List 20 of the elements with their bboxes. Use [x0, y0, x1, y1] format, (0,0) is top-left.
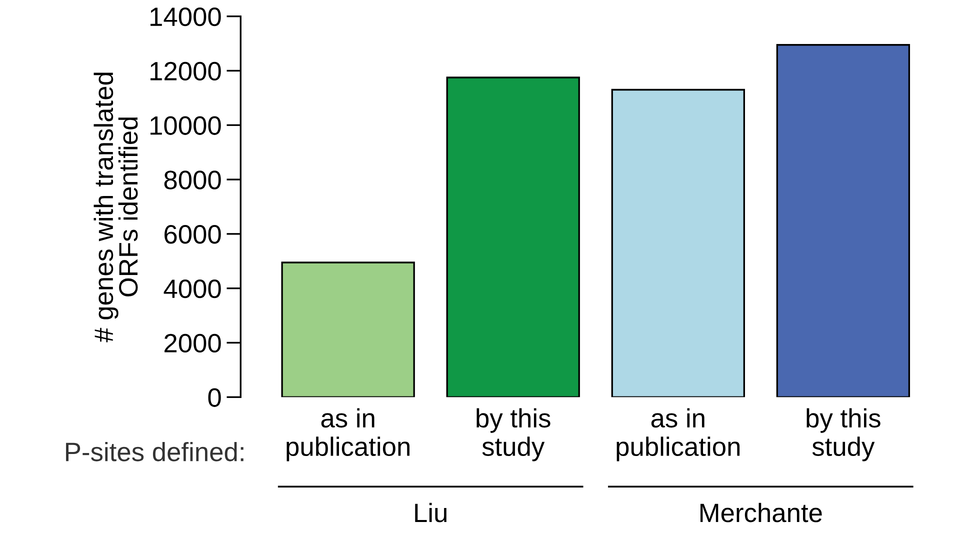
y-tick-label: 10000: [150, 116, 221, 135]
x-tick-label: as in publication: [286, 408, 410, 462]
text: P-sites defined:: [66, 442, 244, 462]
y-tick-label: 4000: [164, 279, 221, 298]
y-tick-label: 8000: [164, 170, 221, 190]
y-tick-label: 2000: [164, 334, 221, 353]
bar: [611, 88, 745, 398]
y-tick-label: 6000: [164, 225, 221, 244]
bar: [281, 262, 415, 398]
x-tick-label: by this study: [476, 408, 550, 462]
y-tick-label: 14000: [150, 7, 221, 26]
y-tick-label: 12000: [150, 62, 221, 81]
bar: [776, 44, 910, 398]
text: Liu: [415, 502, 446, 522]
x-tick-label: as in publication: [616, 408, 740, 462]
y-tick-label: 0: [208, 388, 221, 407]
bar: [446, 76, 580, 398]
text: Merchante: [700, 502, 822, 522]
x-tick-label: by this study: [806, 408, 880, 462]
y-axis-title: # genes with translated ORFs identified: [94, 72, 138, 342]
